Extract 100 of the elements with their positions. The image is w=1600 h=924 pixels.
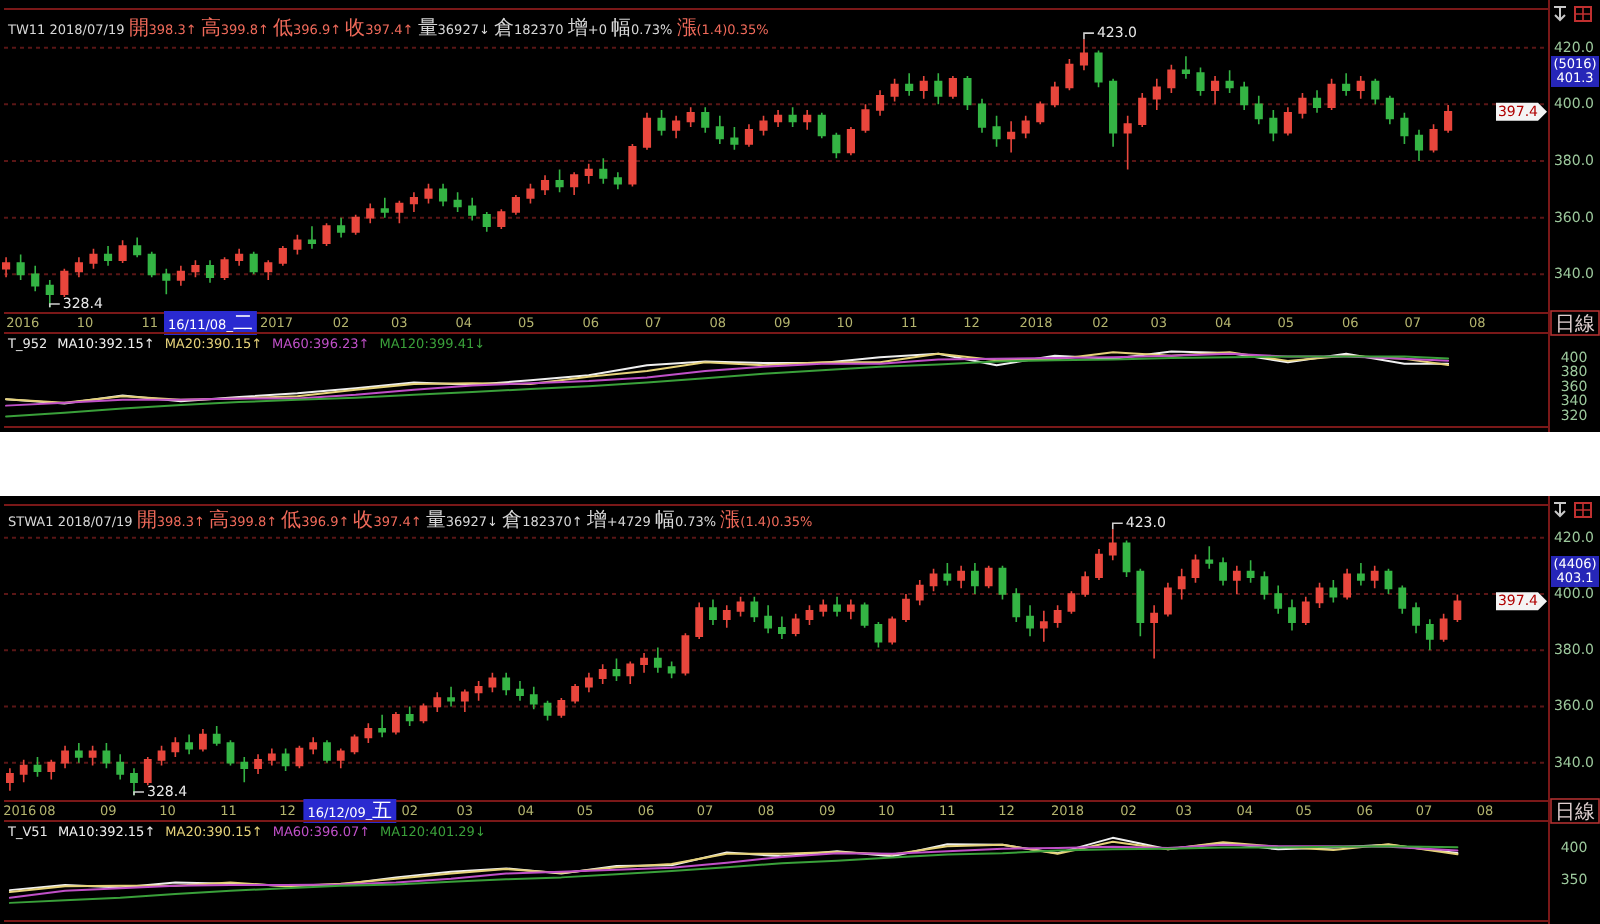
- candlestick: [366, 202, 375, 225]
- candlestick: [143, 756, 152, 786]
- candlestick: [1, 256, 11, 278]
- candlestick: [695, 601, 704, 640]
- candlestick: [1196, 66, 1205, 97]
- candlestick: [1269, 109, 1278, 142]
- candlestick: [832, 131, 841, 159]
- candlestick: [220, 256, 229, 281]
- candlestick: [240, 756, 249, 784]
- candlestick: [1036, 100, 1045, 125]
- candlestick: [599, 157, 608, 185]
- candlestick: [642, 112, 652, 151]
- candlestick: [1094, 49, 1103, 89]
- candlestick: [570, 171, 579, 196]
- candlestick: [1079, 38, 1089, 72]
- candlestick: [460, 688, 469, 713]
- candlestick: [1136, 567, 1145, 637]
- candlestick: [963, 75, 972, 111]
- candlestick: [74, 742, 83, 764]
- candlestick: [322, 222, 331, 247]
- candlestick: [992, 114, 1001, 148]
- candlestick: [730, 126, 739, 151]
- candlestick: [1414, 129, 1424, 162]
- candlestick: [1205, 545, 1214, 570]
- candlestick: [791, 612, 800, 637]
- candlestick: [1444, 104, 1453, 134]
- candlestick: [380, 197, 389, 219]
- candlestick: [686, 106, 695, 128]
- candlestick: [1050, 80, 1059, 108]
- candlestick: [598, 663, 607, 685]
- candlestick: [833, 595, 841, 618]
- candlestick: [89, 248, 98, 270]
- candlestick: [16, 253, 25, 281]
- candlestick: [1385, 95, 1394, 125]
- candlestick: [267, 747, 276, 767]
- candlestick: [1109, 78, 1118, 148]
- candlestick: [788, 106, 797, 128]
- candlestick: [405, 705, 414, 727]
- candlestick: [1412, 601, 1420, 635]
- candlestick: [191, 259, 200, 278]
- candlestick: [736, 595, 745, 618]
- candlestick: [628, 143, 637, 188]
- candlestick: [1425, 618, 1434, 651]
- candlestick: [264, 259, 273, 281]
- candlestick: [915, 579, 924, 607]
- candlestick: [1021, 114, 1030, 140]
- candlestick: [929, 567, 938, 592]
- candlestick: [351, 214, 360, 236]
- candlestick: [1356, 75, 1365, 100]
- candlestick: [205, 259, 215, 284]
- candlestick: [281, 747, 290, 772]
- candlestick: [846, 126, 855, 157]
- candlestick: [1191, 553, 1200, 584]
- candlestick: [147, 250, 156, 278]
- candlestick: [278, 245, 287, 267]
- candlestick: [453, 191, 462, 213]
- candlestick: [819, 598, 828, 618]
- candlestick: [1177, 567, 1186, 601]
- candlestick: [447, 685, 455, 708]
- candlestick: [701, 106, 710, 134]
- candlestick: [653, 646, 662, 674]
- candlestick: [488, 671, 497, 694]
- candlestick: [672, 114, 681, 140]
- candlestick: [1429, 123, 1438, 154]
- candlestick: [249, 250, 258, 276]
- candlestick: [31, 265, 40, 293]
- candlestick: [529, 685, 538, 711]
- candlestick: [103, 245, 113, 267]
- candlestick: [667, 660, 676, 680]
- candlestick: [45, 279, 54, 308]
- text: 日線: [1555, 802, 1595, 824]
- candlestick: [212, 725, 221, 747]
- candlestick: [74, 256, 83, 278]
- candlestick: [934, 72, 943, 106]
- candlestick: [1225, 69, 1234, 94]
- candlestick: [1312, 89, 1322, 114]
- candlestick: [1150, 604, 1159, 660]
- candlestick: [1067, 590, 1076, 615]
- candlestick: [474, 680, 483, 702]
- candlestick: [540, 174, 550, 196]
- candlestick: [817, 112, 826, 140]
- candlestick: [557, 697, 566, 719]
- candlestick: [1053, 604, 1062, 629]
- candlestick: [482, 211, 491, 233]
- candlestick: [919, 75, 928, 100]
- candlestick: [1370, 565, 1379, 590]
- candlestick: [1007, 120, 1016, 154]
- candlestick: [130, 767, 138, 797]
- candlestick: [657, 109, 666, 137]
- candlestick: [116, 753, 125, 781]
- candlestick: [185, 733, 194, 756]
- candlestick: [254, 753, 262, 775]
- candlestick: [778, 615, 786, 640]
- candlestick: [1246, 559, 1255, 584]
- candlestick: [199, 728, 207, 753]
- candlestick: [323, 739, 331, 764]
- candlestick: [1108, 528, 1117, 562]
- candlestick: [948, 75, 957, 100]
- candlestick: [571, 683, 580, 705]
- candlestick: [61, 744, 69, 770]
